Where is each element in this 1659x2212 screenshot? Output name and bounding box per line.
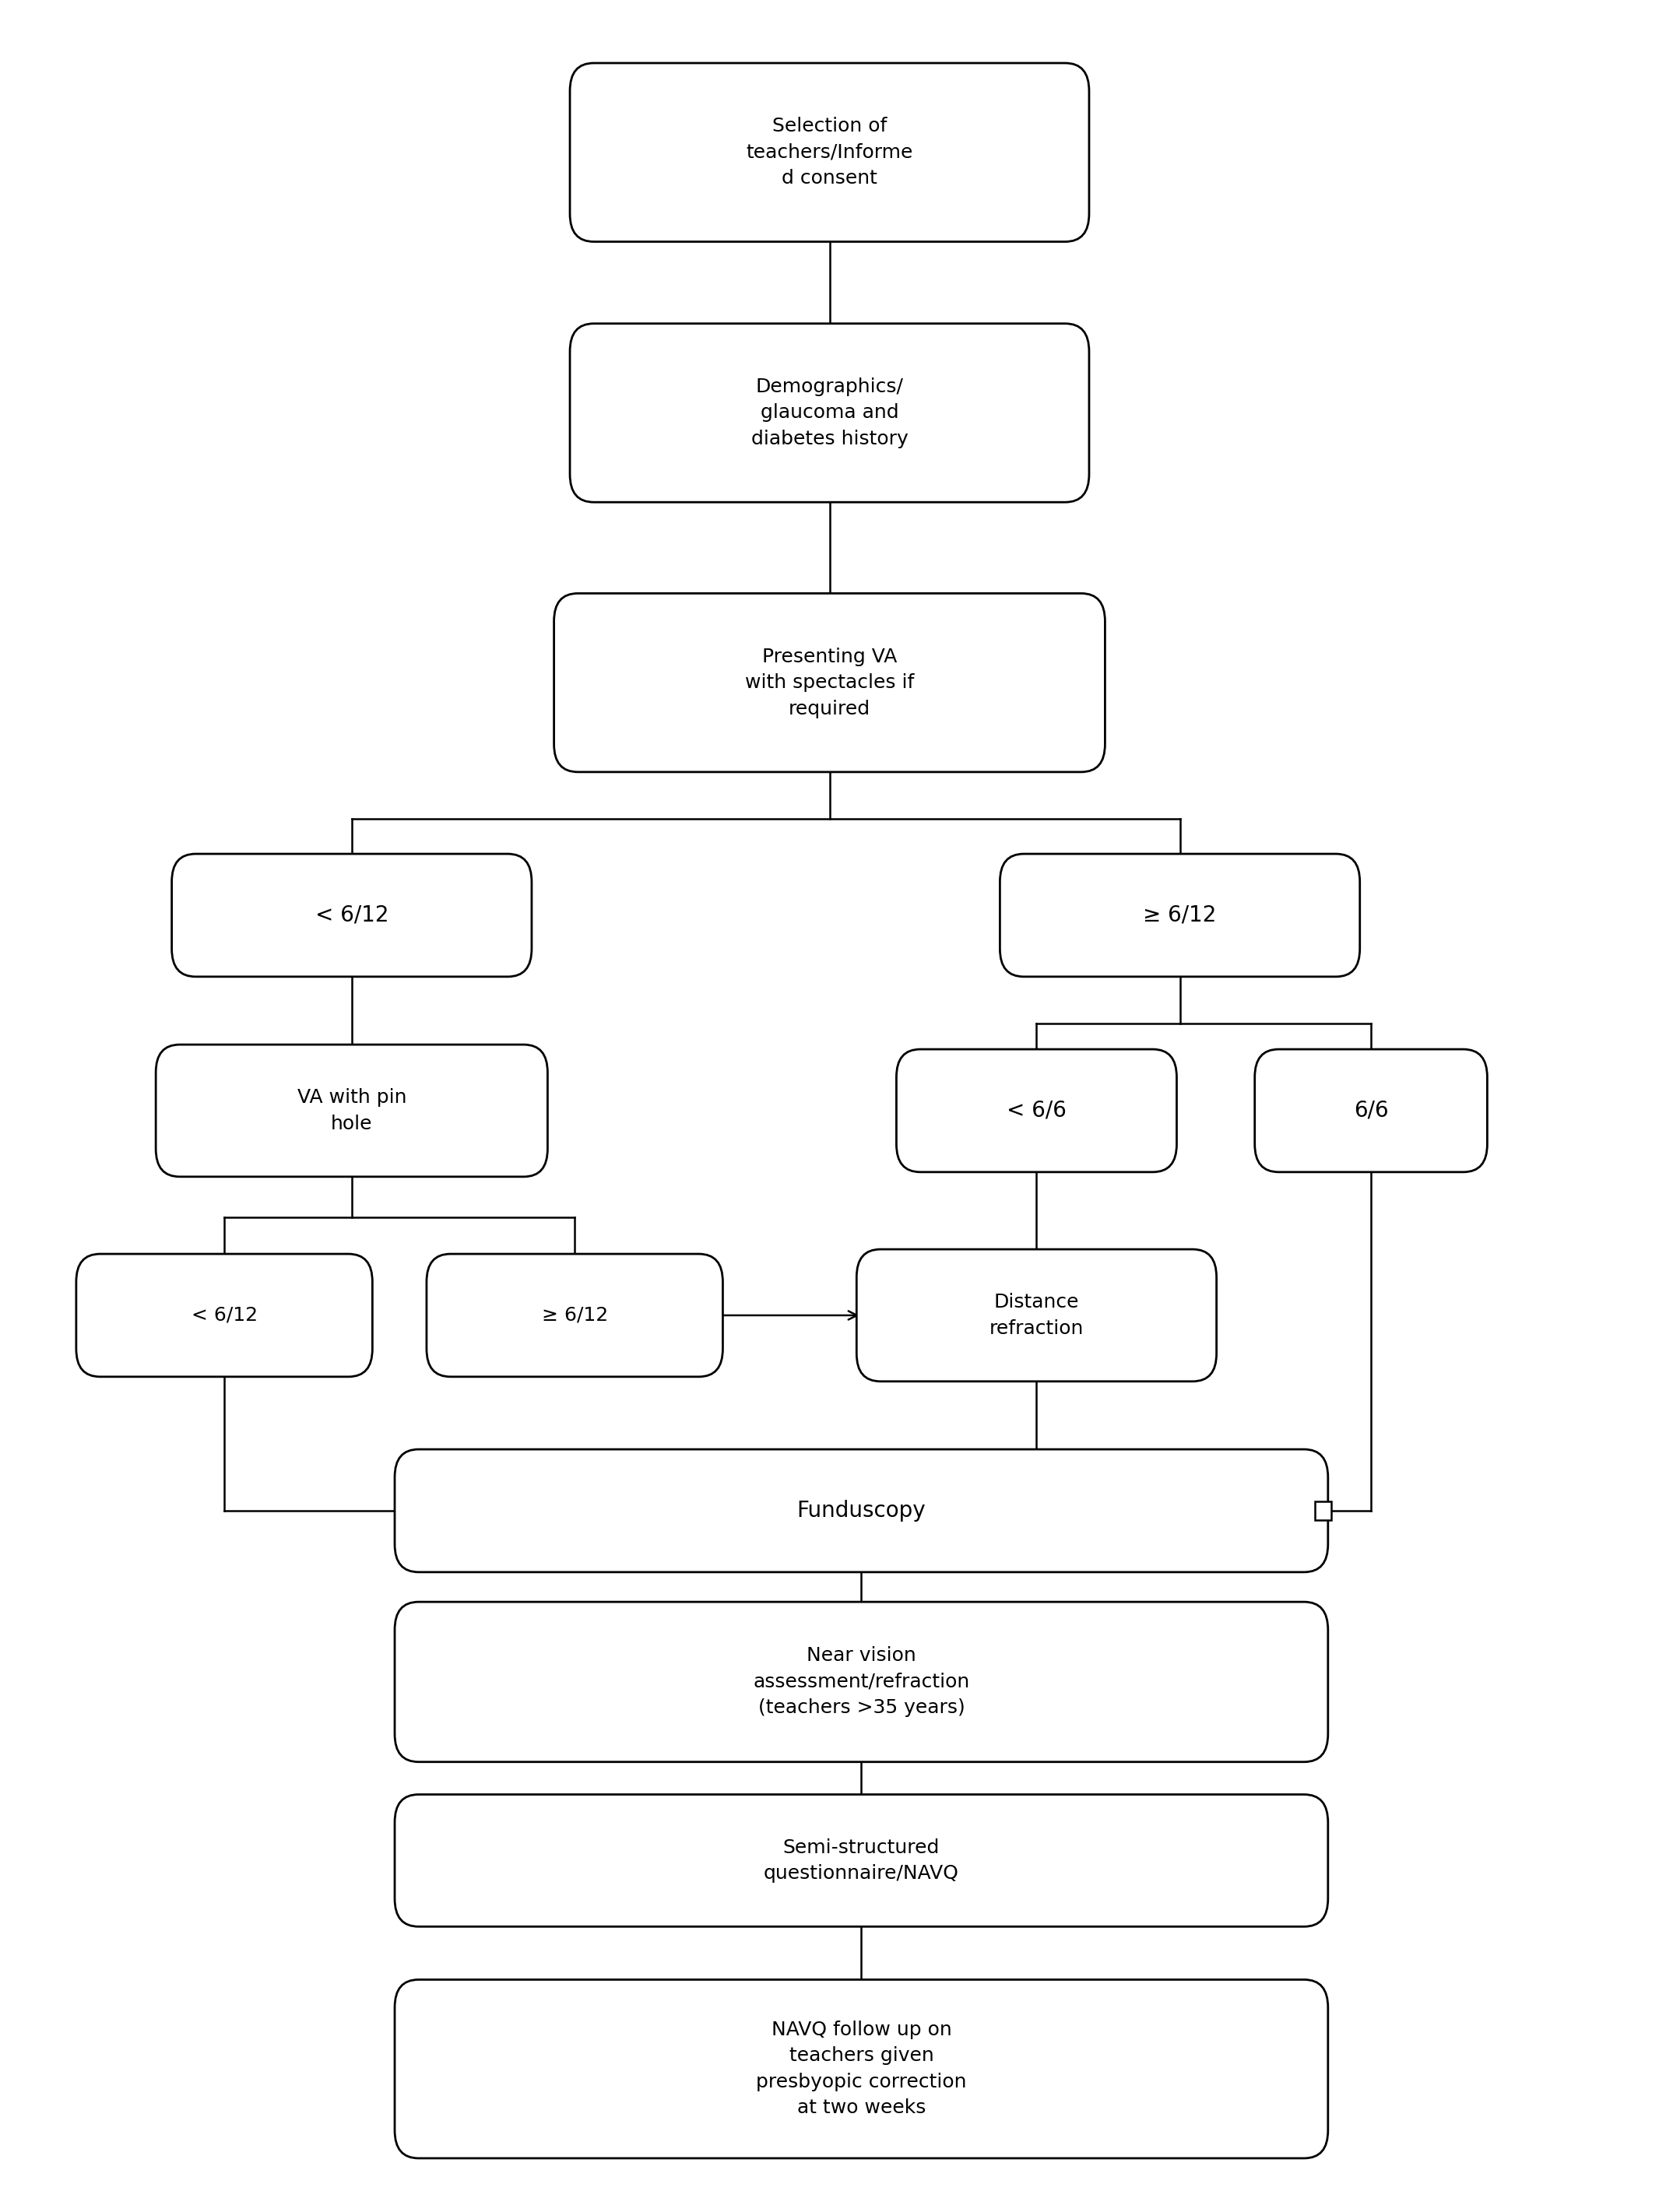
FancyBboxPatch shape	[395, 1601, 1327, 1763]
FancyBboxPatch shape	[1000, 854, 1360, 978]
Text: Funduscopy: Funduscopy	[796, 1500, 926, 1522]
Text: VA with pin
hole: VA with pin hole	[297, 1088, 406, 1133]
Text: Near vision
assessment/refraction
(teachers >35 years): Near vision assessment/refraction (teach…	[753, 1646, 969, 1717]
Text: < 6/12: < 6/12	[315, 905, 388, 927]
Text: Distance
refraction: Distance refraction	[989, 1294, 1083, 1338]
FancyBboxPatch shape	[856, 1250, 1216, 1380]
FancyBboxPatch shape	[426, 1254, 723, 1376]
Text: Demographics/
glaucoma and
diabetes history: Demographics/ glaucoma and diabetes hist…	[752, 378, 907, 449]
Text: Presenting VA
with spectacles if
required: Presenting VA with spectacles if require…	[745, 648, 914, 719]
Text: ≥ 6/12: ≥ 6/12	[541, 1305, 607, 1325]
FancyBboxPatch shape	[173, 854, 531, 978]
FancyBboxPatch shape	[554, 593, 1105, 772]
FancyBboxPatch shape	[896, 1048, 1176, 1172]
FancyBboxPatch shape	[395, 1980, 1327, 2159]
FancyBboxPatch shape	[395, 1794, 1327, 1927]
Text: 6/6: 6/6	[1354, 1099, 1389, 1121]
FancyBboxPatch shape	[76, 1254, 372, 1376]
Text: Selection of
teachers/Informe
d consent: Selection of teachers/Informe d consent	[747, 117, 912, 188]
FancyBboxPatch shape	[156, 1044, 547, 1177]
Bar	[1316, 1502, 1331, 1520]
Text: < 6/12: < 6/12	[191, 1305, 257, 1325]
FancyBboxPatch shape	[395, 1449, 1327, 1573]
FancyBboxPatch shape	[571, 64, 1088, 241]
Text: < 6/6: < 6/6	[1007, 1099, 1067, 1121]
Text: Semi-structured
questionnaire/NAVQ: Semi-structured questionnaire/NAVQ	[763, 1838, 959, 1882]
Text: ≥ 6/12: ≥ 6/12	[1143, 905, 1216, 927]
FancyBboxPatch shape	[571, 323, 1088, 502]
FancyBboxPatch shape	[1254, 1048, 1486, 1172]
Text: NAVQ follow up on
teachers given
presbyopic correction
at two weeks: NAVQ follow up on teachers given presbyo…	[757, 2020, 967, 2117]
